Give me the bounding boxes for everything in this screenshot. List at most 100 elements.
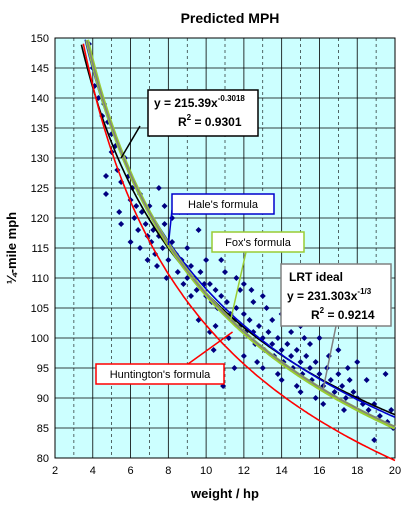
y-tick-label: 130: [31, 153, 49, 165]
data-point: [297, 359, 304, 365]
data-point: [346, 377, 353, 383]
data-point: [307, 341, 313, 347]
data-point: [354, 359, 361, 365]
x-tick-label: 14: [276, 465, 288, 477]
y-tick-label: 125: [31, 183, 49, 195]
data-point: [274, 371, 281, 377]
annotation-leader: [120, 125, 141, 159]
data-point: [144, 257, 151, 263]
data-point: [363, 377, 370, 383]
data-point: [188, 263, 194, 269]
data-point: [223, 299, 230, 305]
data-point: [165, 257, 172, 263]
annotation-box: [171, 193, 275, 215]
data-point: [193, 287, 200, 293]
annotation-fox: Fox's formula: [211, 231, 305, 321]
data-point: [212, 323, 219, 329]
annotation-equation: y = 215.39x-0.3018: [154, 94, 245, 110]
formula-curve-4: [82, 43, 396, 462]
y-axis-title: ¼-mile mph: [4, 212, 19, 284]
data-point: [371, 437, 378, 443]
data-point: [131, 215, 138, 221]
data-point: [127, 239, 134, 245]
data-point: [240, 353, 247, 359]
data-point: [288, 353, 295, 359]
annotation-leader: [187, 331, 233, 365]
y-tick-label: 120: [31, 213, 49, 225]
x-axis-title: weight / hp: [190, 486, 259, 501]
data-point: [212, 287, 219, 293]
y-tick-label: 140: [31, 93, 49, 105]
data-point: [341, 407, 347, 413]
annotations: y = 215.39x-0.3018 R2 = 0.9301 Hale's form…: [95, 89, 392, 390]
data-point: [293, 383, 300, 389]
data-point: [118, 221, 125, 227]
annotation-r-squared: R2 = 0.9301: [178, 113, 242, 129]
data-point: [184, 275, 191, 281]
data-point: [218, 257, 225, 263]
formula-curves: [80, 39, 396, 462]
annotation-label: Hale's formula: [188, 199, 259, 211]
data-point: [197, 269, 204, 275]
data-point: [259, 293, 266, 299]
data-point: [163, 275, 170, 281]
data-point: [278, 377, 285, 383]
annotation-power-fit: y = 215.39x-0.3018 R2 = 0.9301: [120, 89, 259, 159]
x-tick-label: 6: [127, 465, 133, 477]
data-point: [161, 203, 168, 209]
annotation-box: [95, 363, 225, 385]
data-point: [316, 335, 323, 341]
data-point: [203, 257, 210, 263]
data-point: [246, 317, 253, 323]
data-point: [240, 311, 247, 317]
data-point: [256, 323, 262, 329]
data-point: [240, 281, 247, 287]
data-point: [265, 329, 272, 335]
annotation-title: LRT ideal: [289, 270, 343, 284]
x-tick-label: 18: [351, 465, 363, 477]
data-point: [344, 365, 351, 371]
data-point: [180, 281, 187, 287]
annotation-hale: Hale's formula: [167, 193, 275, 246]
annotation-leader: [167, 209, 173, 246]
data-point: [259, 365, 266, 371]
data-point: [316, 371, 323, 377]
data-point: [155, 185, 162, 191]
data-point: [233, 305, 240, 311]
data-point: [307, 365, 313, 371]
data-point: [133, 203, 140, 209]
annotation-r-squared: R2 = 0.9214: [311, 306, 375, 322]
data-point: [116, 209, 123, 215]
data-point: [331, 389, 338, 395]
data-point: [206, 281, 213, 287]
data-point: [382, 371, 389, 377]
annotation-lrt: LRT ideal y = 231.303x-1/3 R2 = 0.9214: [280, 263, 392, 390]
data-point: [350, 389, 357, 395]
data-point: [342, 395, 349, 401]
data-point: [269, 341, 276, 347]
chart-title: Predicted MPH: [181, 10, 280, 26]
data-point: [137, 245, 143, 251]
data-point: [135, 227, 142, 233]
data-point: [195, 227, 202, 233]
annotation-label: Huntington's formula: [110, 369, 211, 381]
annotation-label: Fox's formula: [225, 237, 292, 249]
y-tick-label: 100: [31, 333, 49, 345]
y-tick-label: 150: [31, 33, 49, 45]
data-point: [154, 263, 160, 269]
y-tick-label: 80: [37, 453, 49, 465]
y-tick-label: 135: [31, 123, 49, 135]
data-point: [327, 377, 334, 383]
data-point: [161, 221, 168, 227]
data-point: [188, 293, 194, 299]
annotation-huntington: Huntington's formula: [95, 331, 233, 385]
data-point: [248, 287, 255, 293]
data-point: [303, 353, 310, 359]
y-axis-tick-labels: 80 85 90 95 100 105 110 115 120 125 130 135 140 145 15…: [31, 33, 49, 465]
x-tick-label: 20: [389, 465, 401, 477]
x-tick-label: 2: [52, 465, 58, 477]
data-point: [254, 359, 261, 365]
data-point: [335, 347, 342, 353]
data-point: [231, 365, 238, 371]
